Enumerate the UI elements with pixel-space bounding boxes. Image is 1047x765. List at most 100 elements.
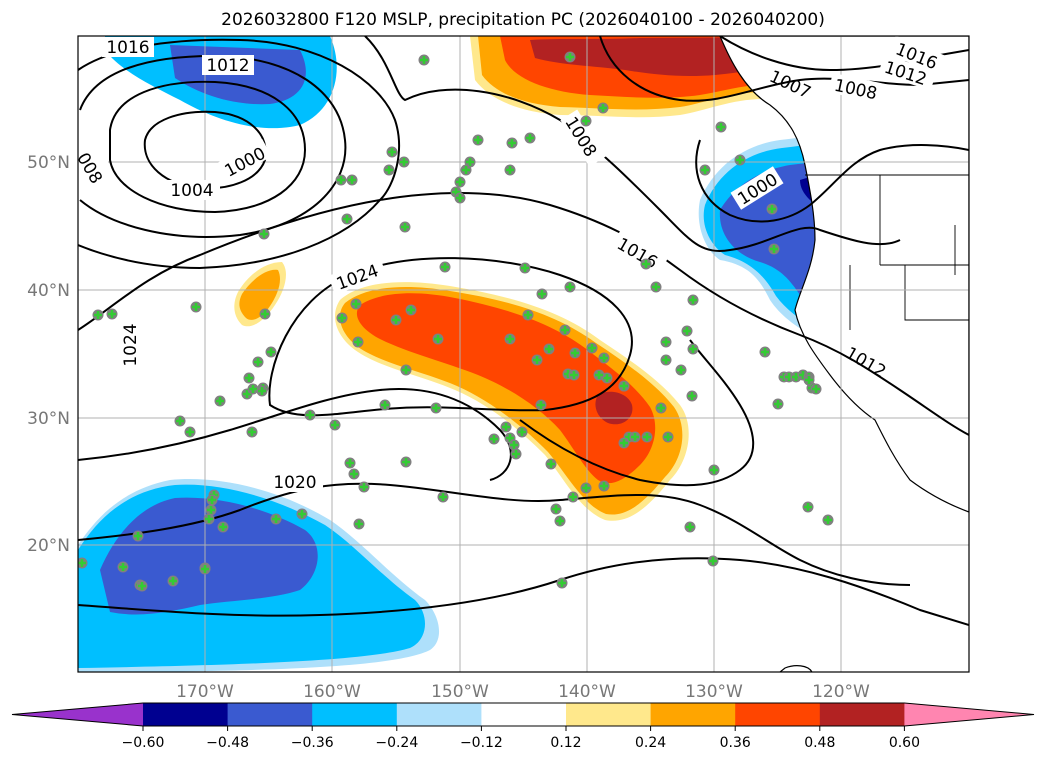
station-marker xyxy=(618,437,630,449)
station-marker xyxy=(506,137,518,149)
station-marker xyxy=(190,301,202,313)
station-marker xyxy=(214,395,226,407)
station-marker xyxy=(136,580,148,592)
station-marker xyxy=(500,421,512,433)
colorbar-tick-label: 0.36 xyxy=(720,735,751,751)
station-marker xyxy=(106,308,118,320)
station-marker xyxy=(707,555,719,567)
station-marker xyxy=(270,513,282,525)
station-marker xyxy=(554,515,566,527)
station-marker xyxy=(174,415,186,427)
lon-tick-label: 160°W xyxy=(303,682,361,702)
station-marker xyxy=(390,314,402,326)
station-marker xyxy=(650,281,662,293)
station-marker xyxy=(352,336,364,348)
station-marker xyxy=(386,146,398,158)
lon-tick-label: 150°W xyxy=(431,682,489,702)
colorbar-tick-label: −0.24 xyxy=(375,735,418,751)
station-marker xyxy=(132,530,144,542)
station-marker xyxy=(593,369,605,381)
station-marker xyxy=(687,294,699,306)
colorbar-tick-label: 0.12 xyxy=(550,735,581,751)
isobar xyxy=(78,557,969,626)
colorbar-tick-label: −0.12 xyxy=(460,735,503,751)
station-marker xyxy=(336,312,348,324)
station-marker xyxy=(439,261,451,273)
station-marker xyxy=(460,164,472,176)
lat-tick-label: 40°N xyxy=(27,281,70,301)
station-marker xyxy=(246,426,258,438)
station-marker xyxy=(768,243,780,255)
station-marker xyxy=(379,399,391,411)
isobars xyxy=(78,36,969,626)
colorbar-tick-label: 0.60 xyxy=(889,735,920,751)
lon-tick-label: 120°W xyxy=(812,682,870,702)
station-marker xyxy=(559,324,571,336)
island xyxy=(779,665,813,672)
colorbar-tick-label: −0.60 xyxy=(122,735,165,751)
station-marker xyxy=(618,380,630,392)
station-marker xyxy=(199,563,211,575)
station-marker xyxy=(335,174,347,186)
station-marker xyxy=(641,431,653,443)
colorbar-swatch xyxy=(396,703,482,726)
station-marker xyxy=(358,481,370,493)
colorbar-swatch xyxy=(227,703,313,726)
isobar xyxy=(364,36,901,252)
colorbar-swatch xyxy=(481,703,567,726)
isobar xyxy=(78,482,911,586)
station-marker xyxy=(508,439,520,451)
colorbar-swatch xyxy=(143,703,229,726)
station-marker xyxy=(684,521,696,533)
station-marker xyxy=(399,221,411,233)
station-marker xyxy=(524,132,536,144)
station-marker xyxy=(660,354,672,366)
station-marker xyxy=(766,203,778,215)
station-marker xyxy=(536,288,548,300)
station-marker xyxy=(522,309,534,321)
colorbar-swatch xyxy=(650,703,736,726)
station-marker xyxy=(655,402,667,414)
station-marker xyxy=(640,258,652,270)
precip-area xyxy=(239,269,281,320)
map-area: 1016 1012 1000 1004 008 1008 1016 1024 1… xyxy=(78,36,969,672)
station-marker xyxy=(531,354,543,366)
isobar xyxy=(78,38,401,270)
colorbar-tick-label: 0.48 xyxy=(804,735,835,751)
station-marker xyxy=(543,343,555,355)
station-marker xyxy=(699,164,711,176)
station-marker xyxy=(545,458,557,470)
station-marker xyxy=(258,228,270,240)
colorbar-swatches xyxy=(11,702,1035,727)
colorbar-swatch xyxy=(735,703,821,726)
colorbar-extend-max xyxy=(904,703,1034,726)
precip-area xyxy=(356,293,656,484)
graticule xyxy=(78,36,969,672)
station-marker xyxy=(734,154,746,166)
colorbar-extend-min xyxy=(12,703,143,726)
station-marker xyxy=(430,402,442,414)
station-marker xyxy=(564,51,576,63)
station-marker xyxy=(206,494,218,506)
station-marker xyxy=(304,409,316,421)
lon-tick-labels: 170°W 160°W 150°W 140°W 130°W 120°W xyxy=(176,682,870,702)
station-markers xyxy=(78,51,834,592)
station-marker xyxy=(567,491,579,503)
station-marker xyxy=(803,374,815,386)
north-america-coast xyxy=(719,36,969,513)
station-marker xyxy=(535,399,547,411)
station-marker xyxy=(708,464,720,476)
isobar-label: 1012 xyxy=(206,56,249,76)
political-borders xyxy=(805,174,969,330)
station-marker xyxy=(550,503,562,515)
station-marker xyxy=(167,575,179,587)
isobar-label: 1024 xyxy=(121,323,141,366)
station-marker xyxy=(348,468,360,480)
station-marker xyxy=(586,342,598,354)
station-marker xyxy=(252,356,264,368)
station-marker xyxy=(715,121,727,133)
isobar xyxy=(519,339,755,487)
station-marker xyxy=(556,577,568,589)
station-marker xyxy=(454,192,466,204)
